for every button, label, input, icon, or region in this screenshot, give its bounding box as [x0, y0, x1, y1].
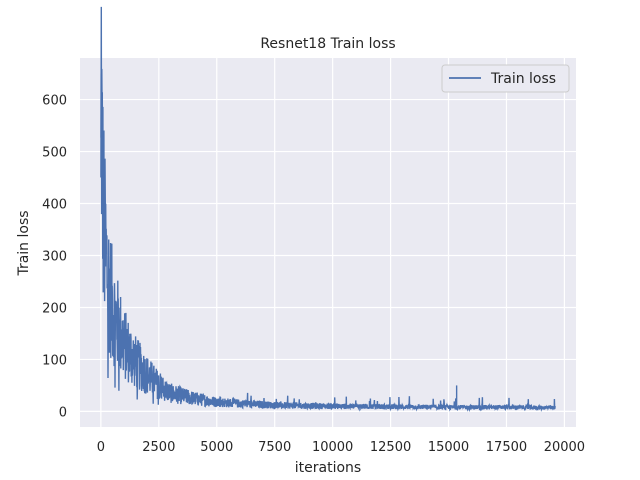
y-tick-label: 400 [42, 198, 67, 213]
x-tick-label: 2500 [142, 440, 175, 455]
y-axis-label: Train loss [16, 210, 32, 276]
y-tick-label: 500 [42, 146, 67, 161]
y-tick-label: 100 [42, 353, 67, 368]
x-tick-label: 15000 [428, 440, 469, 455]
series-group [100, 6, 556, 413]
y-ticks: 0 100 200 300 400 500 600 [42, 94, 67, 421]
y-tick-label: 200 [42, 301, 67, 316]
legend-label-train-loss: Train loss [490, 71, 556, 87]
grid [80, 58, 576, 427]
x-tick-label: 7500 [258, 440, 291, 455]
chart-title: Resnet18 Train loss [260, 36, 395, 52]
x-tick-label: 12500 [370, 440, 411, 455]
x-axis-label: iterations [295, 460, 361, 476]
legend-box [441, 64, 570, 93]
y-tick-label: 300 [42, 249, 67, 264]
x-tick-label: 0 [97, 440, 105, 455]
y-tick-label: 0 [59, 405, 67, 420]
x-tick-label: 10000 [312, 440, 353, 455]
x-tick-label: 17500 [486, 440, 527, 455]
plot-area [80, 58, 576, 427]
x-tick-label: 20000 [544, 440, 585, 455]
series-line-train-loss [100, 6, 556, 413]
y-tick-label: 600 [42, 94, 67, 109]
x-ticks: 0 2500 5000 7500 10000 12500 15000 17500 20000 [97, 440, 585, 455]
legend: Train loss [441, 64, 570, 93]
x-tick-label: 5000 [200, 440, 233, 455]
